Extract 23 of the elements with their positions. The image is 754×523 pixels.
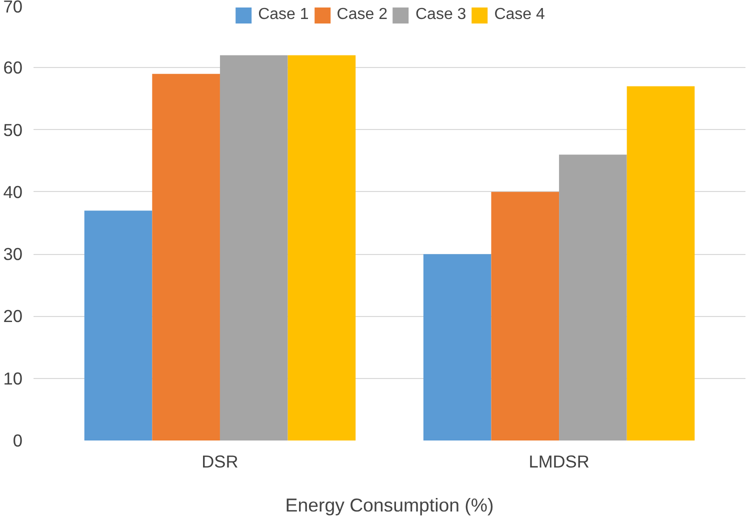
legend-label: Case 3 [416,6,466,24]
y-tick-label: 70 [3,0,23,16]
bar [491,192,560,440]
bar [626,86,695,440]
legend-label: Case 2 [336,6,388,24]
bar [288,55,356,440]
bar [423,254,492,440]
bar [220,55,288,440]
x-tick-label: DSR [202,452,238,472]
bar [84,210,152,440]
legend-label: Case 4 [494,6,545,24]
x-axis-title: Energy Consumption (%) [285,494,494,516]
y-tick-label: 0 [12,430,23,450]
y-tick-label: 30 [3,244,23,264]
y-tick-label: 50 [3,120,23,140]
y-tick-label: 10 [3,368,23,388]
bar [559,154,627,440]
y-tick-label: 40 [3,182,23,202]
legend-label: Case 1 [258,6,309,24]
y-tick-label: 60 [3,58,23,78]
x-tick-label: LMDSR [528,452,590,472]
bar [152,74,220,440]
y-tick-label: 20 [3,306,23,326]
